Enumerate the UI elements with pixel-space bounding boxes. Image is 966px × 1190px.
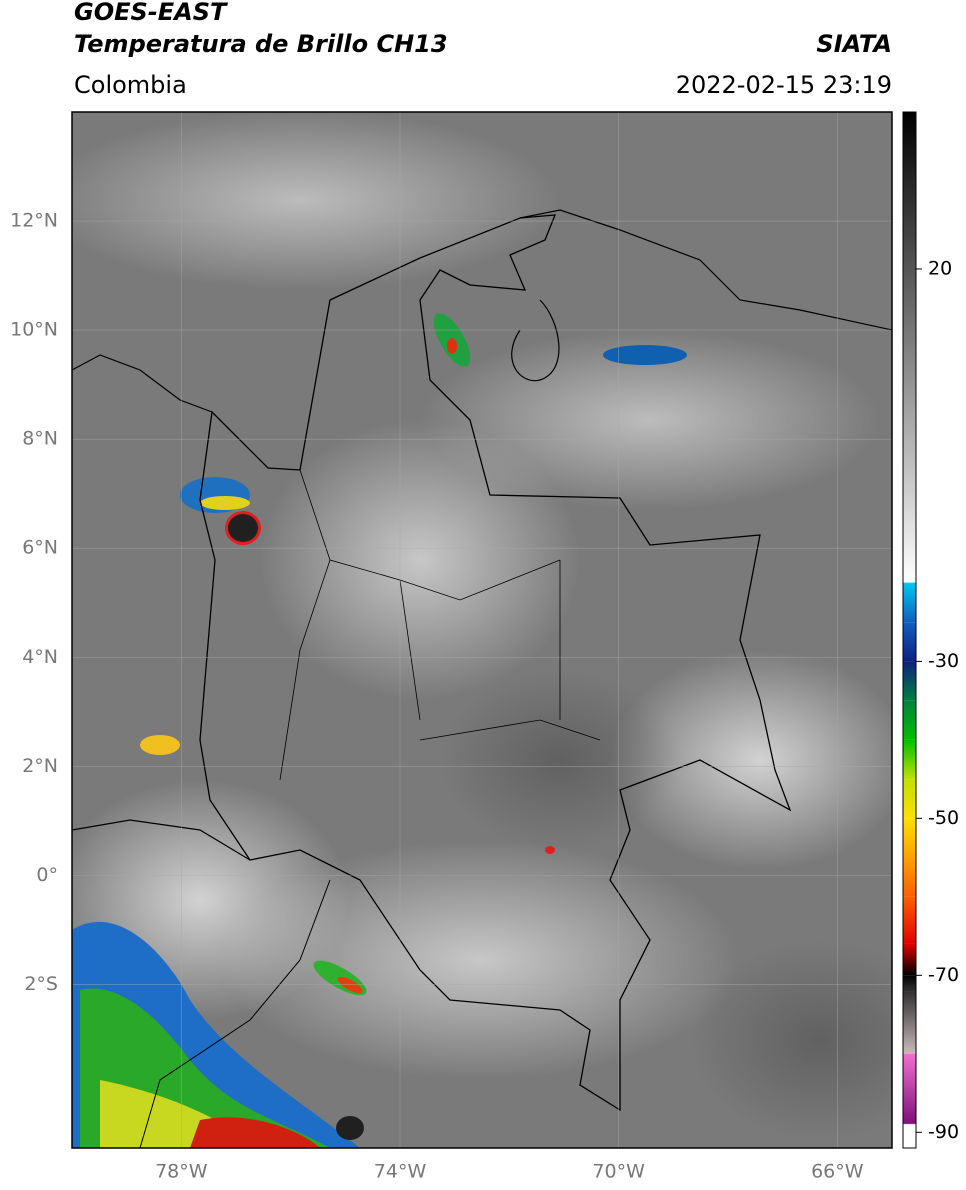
colorbar-segment (903, 1053, 916, 1124)
colorbar-tick-label: -50 (928, 807, 959, 829)
colorbar-segment (903, 1053, 916, 1054)
datetime: 2022-02-15 23:19 (676, 71, 892, 99)
lat-tick-label: 4°N (22, 646, 58, 668)
colorbar-tick-label: -30 (928, 650, 959, 672)
colorbar-segment (903, 818, 916, 897)
subtitle: Temperatura de Brillo CH13 (74, 30, 448, 58)
colorbar-tick-label: 20 (928, 257, 952, 279)
colorbar-tick-label: -90 (928, 1121, 959, 1143)
colorbar-segment (903, 1123, 916, 1125)
lon-tick-label: 78°W (155, 1161, 208, 1183)
colorbar-segment (903, 112, 916, 583)
colorbar-segment (903, 975, 916, 992)
title: GOES-EAST (74, 0, 228, 26)
lat-tick-label: 2°N (22, 755, 58, 777)
lat-tick-label: 0° (36, 864, 58, 886)
lon-tick-label: 70°W (592, 1161, 645, 1183)
colorbar-segment (903, 700, 916, 740)
source: SIATA (816, 30, 892, 58)
colorbar-segment (903, 943, 916, 976)
region: Colombia (74, 71, 187, 99)
colorbar-segment (903, 896, 916, 944)
colorbar-segment (903, 661, 916, 701)
colorbar-tick-label: -70 (928, 964, 959, 986)
lat-tick-label: 2°S (24, 973, 58, 995)
map-frame (71, 111, 893, 1149)
colorbar-segment (903, 739, 916, 780)
lat-tick-label: 6°N (22, 537, 58, 559)
lat-tick-label: 10°N (10, 319, 58, 341)
colorbar-segment (903, 779, 916, 819)
colorbar-segment (903, 1124, 916, 1148)
colorbar-segment (903, 582, 916, 583)
lat-tick-label: 12°N (10, 210, 58, 232)
colorbar-segment (903, 622, 916, 662)
lon-tick-label: 74°W (374, 1161, 427, 1183)
colorbar-frame (902, 111, 917, 1149)
lat-tick-label: 8°N (22, 428, 58, 450)
colorbar-segment (903, 582, 916, 623)
colorbar-segment (903, 991, 916, 1054)
imagery (72, 112, 892, 1148)
lon-tick-label: 66°W (811, 1161, 864, 1183)
